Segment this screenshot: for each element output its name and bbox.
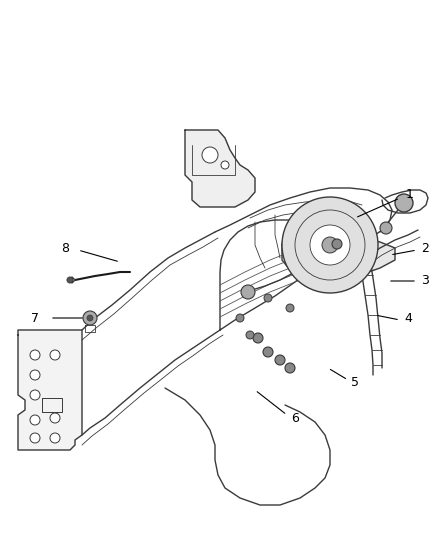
Text: 7: 7 xyxy=(31,311,39,325)
Circle shape xyxy=(30,350,40,360)
Circle shape xyxy=(241,285,255,299)
Circle shape xyxy=(310,225,350,265)
Circle shape xyxy=(236,314,244,322)
Circle shape xyxy=(380,222,392,234)
Circle shape xyxy=(67,277,73,283)
Circle shape xyxy=(246,331,254,339)
Text: 4: 4 xyxy=(404,311,412,325)
Circle shape xyxy=(83,311,97,325)
Circle shape xyxy=(50,433,60,443)
Circle shape xyxy=(30,415,40,425)
Circle shape xyxy=(253,333,263,343)
Circle shape xyxy=(50,350,60,360)
Circle shape xyxy=(30,433,40,443)
Circle shape xyxy=(275,355,285,365)
Polygon shape xyxy=(18,330,82,450)
Text: 8: 8 xyxy=(61,241,69,254)
Text: 1: 1 xyxy=(406,189,414,201)
Circle shape xyxy=(202,147,218,163)
Circle shape xyxy=(322,237,338,253)
Polygon shape xyxy=(185,130,255,207)
Text: 5: 5 xyxy=(351,376,359,389)
Circle shape xyxy=(286,304,294,312)
Text: 2: 2 xyxy=(421,241,429,254)
Text: 6: 6 xyxy=(291,411,299,424)
Polygon shape xyxy=(282,210,372,282)
Circle shape xyxy=(30,370,40,380)
Polygon shape xyxy=(300,238,395,280)
Circle shape xyxy=(395,194,413,212)
Circle shape xyxy=(50,413,60,423)
Circle shape xyxy=(332,239,342,249)
Circle shape xyxy=(285,363,295,373)
Circle shape xyxy=(30,390,40,400)
Text: 3: 3 xyxy=(421,273,429,287)
Circle shape xyxy=(282,197,378,293)
Circle shape xyxy=(263,347,273,357)
Circle shape xyxy=(87,315,93,321)
Circle shape xyxy=(221,161,229,169)
Circle shape xyxy=(264,294,272,302)
